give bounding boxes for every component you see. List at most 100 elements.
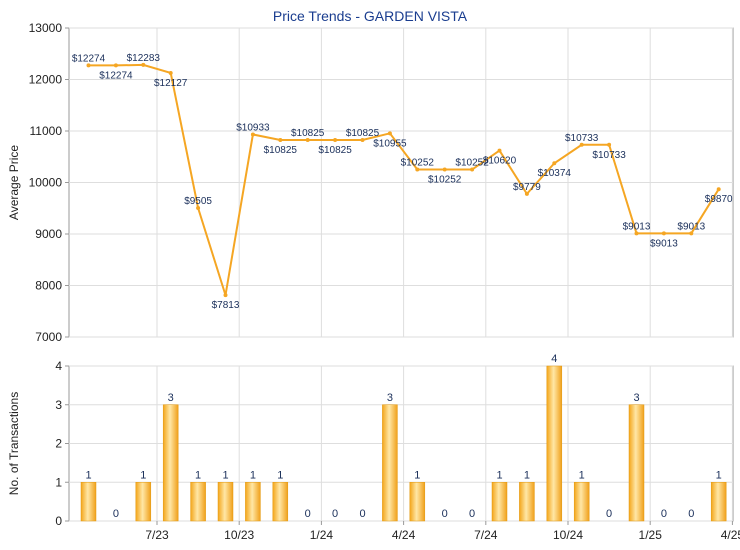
transaction-data-label: 0 bbox=[442, 508, 448, 520]
y-tick-label: 9000 bbox=[35, 227, 62, 241]
price-point bbox=[415, 167, 420, 172]
x-tick-label: 1/25 bbox=[639, 528, 663, 542]
transaction-data-label: 1 bbox=[277, 469, 283, 481]
price-data-label: $9870 bbox=[705, 194, 733, 205]
price-point bbox=[579, 142, 584, 147]
y-tick-label: 7000 bbox=[35, 330, 62, 344]
transaction-data-label: 3 bbox=[387, 392, 393, 404]
price-data-label: $10825 bbox=[318, 145, 352, 156]
price-data-label: $10374 bbox=[538, 168, 572, 179]
transaction-bar bbox=[710, 482, 727, 522]
price-data-label: $10933 bbox=[236, 122, 270, 133]
transaction-data-label: 0 bbox=[113, 508, 119, 520]
x-tick-label: 10/23 bbox=[224, 528, 254, 542]
price-point bbox=[333, 138, 338, 143]
transaction-bar bbox=[573, 482, 590, 522]
transaction-bar bbox=[190, 482, 206, 522]
price-data-label: $9013 bbox=[677, 221, 705, 232]
price-data-label: $10825 bbox=[264, 145, 298, 156]
price-data-label: $10825 bbox=[346, 128, 380, 139]
transaction-bar bbox=[546, 365, 563, 522]
price-data-label: $9779 bbox=[513, 182, 541, 193]
price-point bbox=[250, 132, 255, 137]
price-point bbox=[689, 231, 694, 236]
price-data-label: $10252 bbox=[455, 158, 489, 169]
price-data-label: $10733 bbox=[592, 150, 626, 161]
transaction-bar bbox=[519, 482, 535, 522]
price-point bbox=[470, 167, 475, 172]
transaction-bar bbox=[162, 404, 179, 522]
transaction-bar bbox=[382, 404, 398, 522]
transaction-data-label: 0 bbox=[305, 508, 311, 520]
transaction-bar bbox=[135, 482, 152, 522]
transaction-data-label: 1 bbox=[524, 469, 530, 481]
price-point bbox=[305, 138, 310, 143]
price-data-label: $10252 bbox=[401, 158, 435, 169]
y-axis-label: No. of Transactions bbox=[7, 392, 21, 495]
transactions-bar-panel: 0 1 2 3 4 7/23 10/23 1/24 4/24 7/24 10/24 1/25 4/25 N… bbox=[7, 353, 740, 542]
price-point bbox=[497, 148, 502, 153]
price-data-label: $9013 bbox=[623, 221, 651, 232]
transaction-bar bbox=[409, 482, 426, 522]
price-point bbox=[86, 63, 91, 68]
transaction-data-label: 3 bbox=[168, 392, 174, 404]
y-tick-label: 1 bbox=[55, 475, 62, 489]
x-tick-label: 7/23 bbox=[145, 528, 169, 542]
transaction-data-label: 1 bbox=[222, 469, 228, 481]
price-point bbox=[278, 138, 283, 143]
transaction-bar bbox=[272, 482, 289, 522]
price-series-line bbox=[88, 63, 720, 296]
price-data-label: $10733 bbox=[565, 133, 599, 144]
x-tick-label: 7/24 bbox=[474, 528, 498, 542]
transaction-data-label: 0 bbox=[469, 508, 475, 520]
transaction-data-label: 1 bbox=[716, 469, 722, 481]
transaction-bar bbox=[491, 482, 508, 522]
price-data-label: $10825 bbox=[291, 128, 325, 139]
transaction-bar bbox=[217, 482, 234, 522]
price-point bbox=[196, 205, 201, 210]
x-tick-label: 1/24 bbox=[310, 528, 334, 542]
price-point bbox=[113, 63, 118, 68]
transaction-bar bbox=[245, 482, 261, 522]
transaction-data-label: 3 bbox=[633, 392, 639, 404]
x-tick-label: 4/25 bbox=[721, 528, 740, 542]
price-point bbox=[716, 187, 721, 192]
transaction-data-label: 4 bbox=[551, 353, 557, 365]
price-data-label: $9505 bbox=[184, 196, 212, 207]
transaction-data-label: 1 bbox=[140, 469, 146, 481]
price-point bbox=[360, 138, 365, 143]
price-point bbox=[168, 70, 173, 75]
x-tick-label: 10/24 bbox=[553, 528, 583, 542]
y-axis-label: Average Price bbox=[7, 145, 21, 220]
transaction-data-label: 1 bbox=[496, 469, 502, 481]
price-data-label: $12274 bbox=[99, 70, 133, 81]
y-tick-label: 2 bbox=[55, 437, 62, 451]
transaction-bar bbox=[628, 404, 645, 522]
price-point bbox=[661, 231, 666, 236]
price-data-label: $7813 bbox=[212, 300, 240, 311]
transaction-data-label: 0 bbox=[606, 508, 612, 520]
price-data-label: $10620 bbox=[483, 156, 517, 167]
price-point bbox=[387, 131, 392, 136]
transaction-data-label: 0 bbox=[688, 508, 694, 520]
price-data-label: $10252 bbox=[428, 175, 462, 186]
transaction-bar bbox=[80, 482, 97, 522]
price-point bbox=[141, 62, 146, 67]
price-point bbox=[223, 293, 228, 298]
price-point bbox=[442, 167, 447, 172]
y-tick-label: 0 bbox=[55, 514, 62, 528]
y-tick-label: 8000 bbox=[35, 279, 62, 293]
price-data-label: $9013 bbox=[650, 238, 678, 249]
transaction-data-label: 0 bbox=[332, 508, 338, 520]
transaction-data-label: 1 bbox=[414, 469, 420, 481]
price-line-panel: 7000 8000 9000 10000 11000 12000 13000 Average … bbox=[7, 21, 734, 344]
price-point bbox=[634, 231, 639, 236]
price-data-label: $12283 bbox=[127, 53, 161, 64]
price-data-label: $10955 bbox=[373, 138, 407, 149]
x-tick-label: 4/24 bbox=[392, 528, 416, 542]
y-tick-label: 12000 bbox=[29, 73, 63, 87]
price-data-label: $12127 bbox=[154, 78, 188, 89]
transaction-data-label: 1 bbox=[85, 469, 91, 481]
y-tick-label: 11000 bbox=[30, 124, 63, 138]
